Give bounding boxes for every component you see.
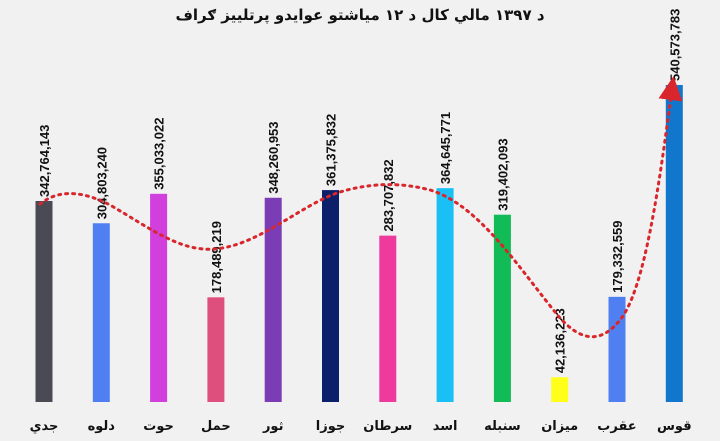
bar-7 bbox=[436, 188, 454, 402]
category-label: جوزا bbox=[316, 419, 345, 434]
value-label: 361,375,832 bbox=[324, 114, 339, 186]
category-label: دلوه bbox=[88, 419, 116, 434]
value-label: 355,033,022 bbox=[152, 118, 167, 190]
bar-6 bbox=[379, 235, 397, 402]
bar-9 bbox=[551, 377, 569, 402]
category-label: ميزان bbox=[541, 419, 578, 434]
bar-4 bbox=[264, 197, 282, 402]
value-label: 178,489,219 bbox=[209, 221, 224, 293]
bar-0 bbox=[35, 200, 53, 402]
bar-11 bbox=[665, 85, 683, 402]
bar-8 bbox=[493, 214, 511, 402]
bars bbox=[35, 85, 683, 402]
value-label: 42,136,223 bbox=[553, 308, 568, 373]
bar-5 bbox=[322, 190, 339, 402]
value-label: 283,707,832 bbox=[381, 159, 396, 231]
bar-10 bbox=[608, 296, 626, 402]
category-label: عقرب bbox=[597, 419, 636, 434]
trend-line bbox=[38, 76, 683, 339]
category-label: جدي bbox=[30, 419, 59, 434]
category-label: سنبله bbox=[484, 419, 521, 434]
bar-2 bbox=[150, 193, 168, 402]
value-labels: 342,764,143 304,803,240 355,033,022 178,489… bbox=[37, 9, 682, 374]
value-label: 342,764,143 bbox=[37, 125, 52, 197]
category-label: حوت bbox=[143, 419, 174, 434]
category-label: سرطان bbox=[363, 419, 412, 434]
value-label: 319,402,093 bbox=[495, 138, 510, 210]
category-labels: جدي دلوه حوت حمل ثور جوزا سرطان اسد سنبله ميزان عق… bbox=[30, 419, 692, 434]
value-label: 364,645,771 bbox=[438, 112, 453, 184]
category-label: قوس bbox=[657, 419, 692, 434]
category-label: اسد bbox=[433, 419, 458, 434]
chart-title: د ۱۳۹۷ مالي کال د ۱۲ میاشتو عوایدو پرتلی… bbox=[175, 6, 545, 24]
value-label: 304,803,240 bbox=[94, 147, 109, 219]
bar-3 bbox=[207, 297, 225, 402]
value-label: 179,332,559 bbox=[610, 221, 625, 293]
value-label: 540,573,783 bbox=[667, 9, 682, 81]
category-label: ثور bbox=[262, 419, 284, 434]
category-label: حمل bbox=[201, 419, 231, 434]
value-label: 348,260,953 bbox=[266, 121, 281, 193]
bar-1 bbox=[92, 223, 110, 402]
